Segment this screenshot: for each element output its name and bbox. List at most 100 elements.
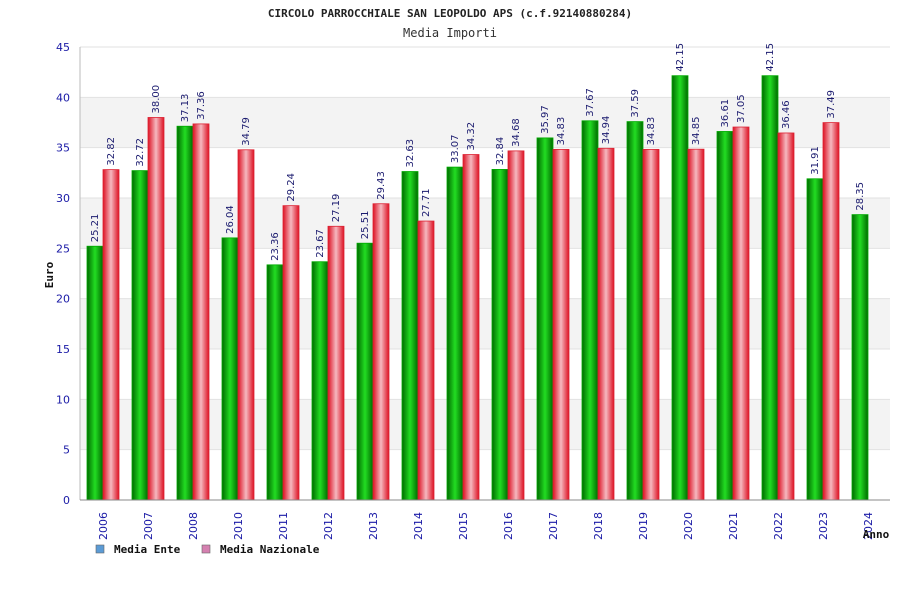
bar bbox=[131, 170, 149, 501]
x-tick-label: 2006 bbox=[97, 512, 110, 540]
plot-band bbox=[80, 147, 890, 198]
data-label: 37.36 bbox=[196, 91, 207, 120]
data-label: 25.21 bbox=[90, 214, 101, 243]
data-label: 27.71 bbox=[421, 188, 432, 217]
bar bbox=[446, 166, 464, 501]
y-tick-label: 0 bbox=[63, 494, 70, 507]
bar bbox=[822, 122, 840, 501]
data-label: 34.83 bbox=[646, 117, 657, 146]
data-label: 23.36 bbox=[270, 232, 281, 261]
data-label: 36.46 bbox=[781, 100, 792, 129]
x-tick-label: 2010 bbox=[232, 512, 245, 540]
chart-subtitle: Media Importi bbox=[403, 26, 497, 40]
x-tick-label: 2015 bbox=[457, 512, 470, 540]
bar bbox=[687, 148, 705, 501]
y-tick-label: 10 bbox=[56, 393, 70, 406]
data-label: 23.67 bbox=[315, 229, 326, 258]
plot-band bbox=[80, 298, 890, 349]
data-label: 35.97 bbox=[540, 105, 551, 134]
x-tick-label: 2013 bbox=[367, 512, 380, 540]
chart-title: CIRCOLO PARROCCHIALE SAN LEOPOLDO APS (c… bbox=[268, 7, 632, 20]
bar bbox=[86, 245, 104, 501]
data-label: 28.35 bbox=[855, 182, 866, 211]
y-tick-label: 25 bbox=[56, 242, 70, 255]
bar bbox=[552, 148, 570, 501]
data-label: 32.84 bbox=[495, 137, 506, 166]
x-tick-label: 2023 bbox=[817, 512, 830, 540]
bar bbox=[282, 205, 300, 501]
x-tick-label: 2022 bbox=[772, 512, 785, 540]
bar bbox=[462, 154, 480, 501]
data-label: 31.91 bbox=[810, 146, 821, 175]
y-axis-ticks: 0 5 10 15 20 25 30 35 40 45 bbox=[56, 41, 70, 507]
bar bbox=[147, 117, 165, 501]
data-label: 26.04 bbox=[225, 205, 236, 234]
bar bbox=[536, 137, 554, 501]
bar bbox=[626, 121, 644, 501]
plot-band bbox=[80, 399, 890, 450]
data-label: 32.82 bbox=[106, 137, 117, 166]
bar bbox=[102, 169, 120, 501]
bar bbox=[237, 149, 255, 501]
bar bbox=[671, 75, 689, 501]
x-tick-label: 2019 bbox=[637, 512, 650, 540]
data-label: 37.49 bbox=[826, 90, 837, 119]
bar bbox=[356, 242, 374, 501]
plot-band bbox=[80, 449, 890, 500]
x-tick-label: 2021 bbox=[727, 512, 740, 540]
data-label: 25.51 bbox=[360, 211, 371, 240]
y-tick-label: 15 bbox=[56, 343, 70, 356]
data-label: 36.61 bbox=[720, 99, 731, 128]
bar bbox=[417, 220, 435, 501]
data-label: 37.67 bbox=[585, 88, 596, 117]
y-tick-label: 45 bbox=[56, 41, 70, 54]
bar bbox=[581, 120, 599, 501]
bar bbox=[401, 171, 419, 501]
plot-band bbox=[80, 248, 890, 299]
bar bbox=[851, 214, 869, 501]
data-label: 42.15 bbox=[765, 43, 776, 72]
bar bbox=[597, 147, 615, 501]
bar bbox=[221, 237, 239, 501]
bar bbox=[176, 125, 194, 501]
bar bbox=[507, 150, 525, 501]
plot-band bbox=[80, 97, 890, 148]
y-tick-label: 35 bbox=[56, 142, 70, 155]
data-label: 37.13 bbox=[180, 94, 191, 123]
x-axis-ticks: 2006 2007 2008 2010 2011 2012 2013 2014 2015 2016… bbox=[97, 512, 875, 540]
legend-label-media-nazionale: Media Nazionale bbox=[220, 543, 320, 556]
bar bbox=[491, 169, 509, 501]
bar bbox=[372, 203, 390, 501]
data-label: 27.19 bbox=[331, 194, 342, 223]
bar bbox=[716, 131, 734, 501]
data-label: 34.94 bbox=[601, 116, 612, 145]
plot-band bbox=[80, 198, 890, 249]
data-label: 38.00 bbox=[151, 85, 162, 114]
legend-label-media-ente: Media Ente bbox=[114, 543, 181, 556]
y-tick-label: 40 bbox=[56, 91, 70, 104]
x-tick-label: 2024 bbox=[862, 512, 875, 540]
bar bbox=[732, 126, 750, 501]
data-label: 29.43 bbox=[376, 171, 387, 200]
x-tick-label: 2011 bbox=[277, 512, 290, 540]
legend-swatch-media-nazionale bbox=[201, 544, 211, 554]
x-tick-label: 2012 bbox=[322, 512, 335, 540]
bar bbox=[327, 225, 345, 501]
data-label: 37.05 bbox=[736, 94, 747, 123]
x-tick-label: 2018 bbox=[592, 512, 605, 540]
x-tick-label: 2020 bbox=[682, 512, 695, 540]
bar bbox=[311, 261, 329, 501]
data-label: 34.79 bbox=[241, 117, 252, 146]
plot-band bbox=[80, 47, 890, 98]
bar bbox=[266, 264, 284, 501]
bar bbox=[806, 178, 824, 501]
data-label: 37.59 bbox=[630, 89, 641, 118]
data-label: 42.15 bbox=[675, 43, 686, 72]
data-label: 34.83 bbox=[556, 117, 567, 146]
bar bbox=[761, 75, 779, 501]
legend-swatch-media-ente bbox=[95, 544, 105, 554]
data-label: 34.85 bbox=[691, 117, 702, 146]
data-label: 29.24 bbox=[286, 173, 297, 202]
data-label: 34.32 bbox=[466, 122, 477, 151]
plot-background bbox=[80, 46, 890, 501]
